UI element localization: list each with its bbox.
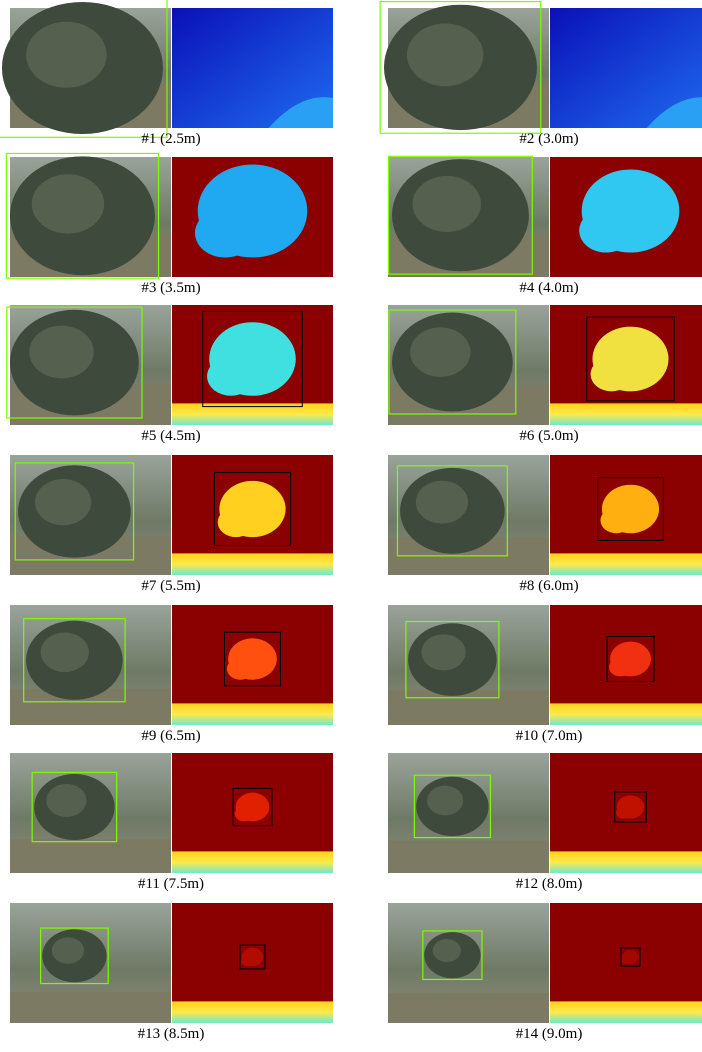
caption: #14 (9.0m) xyxy=(516,1026,583,1042)
depth-ground xyxy=(550,1001,702,1023)
tree-shade xyxy=(433,939,461,962)
caption: #4 (4.0m) xyxy=(519,280,578,296)
panel: #8 (6.0m) xyxy=(388,455,702,594)
caption: #13 (8.5m) xyxy=(138,1026,205,1042)
depth-blob xyxy=(622,957,631,964)
tree-shade xyxy=(41,632,89,672)
tree-shade xyxy=(29,326,93,379)
tree-shade xyxy=(26,22,107,88)
tree-shade xyxy=(35,479,91,525)
caption: #1 (2.5m) xyxy=(141,131,200,147)
depth-ground xyxy=(550,403,702,425)
depth-ground xyxy=(550,703,702,725)
panel: #6 (5.0m) xyxy=(388,305,702,444)
caption: #3 (3.5m) xyxy=(141,280,200,296)
depth-ground xyxy=(172,851,333,873)
depth-ground xyxy=(172,553,333,575)
panel: #4 (4.0m) xyxy=(388,156,702,296)
photo-ground xyxy=(388,690,549,725)
tree-shade xyxy=(410,327,470,377)
photo-ground xyxy=(388,993,549,1023)
figure: #1 (2.5m) #2 (3.0m) #3 (3.5m) #4 (4.0m) #5 (… xyxy=(0,0,702,1052)
photo-ground xyxy=(10,992,171,1023)
depth-blob xyxy=(218,507,254,537)
panel: #14 (9.0m) xyxy=(388,903,702,1042)
page: {"panels": [ {"caption": "#1 (2.5m)"}, {… xyxy=(0,0,702,1052)
panel: #2 (3.0m) xyxy=(380,2,702,147)
tree-shade xyxy=(421,634,465,670)
depth-blob xyxy=(241,956,253,966)
depth-ground xyxy=(550,851,702,873)
depth-blob xyxy=(601,508,632,534)
tree-shade xyxy=(416,481,468,524)
tree-shade xyxy=(52,937,84,963)
depth-blob xyxy=(227,658,254,680)
panel: #9 (6.5m) xyxy=(10,605,333,744)
depth-blob xyxy=(616,806,631,818)
caption: #6 (5.0m) xyxy=(519,428,578,444)
panel: #1 (2.5m) xyxy=(0,0,333,147)
caption: #10 (7.0m) xyxy=(516,728,583,744)
caption: #7 (5.5m) xyxy=(141,578,200,594)
caption: #8 (6.0m) xyxy=(519,578,578,594)
caption: #9 (6.5m) xyxy=(141,728,200,744)
panel: #11 (7.5m) xyxy=(10,753,333,892)
depth-ground xyxy=(172,1001,333,1023)
depth-blob xyxy=(591,357,633,391)
tree-shade xyxy=(32,174,104,233)
photo-ground xyxy=(388,841,549,873)
photo-ground xyxy=(10,839,171,873)
caption: #12 (8.0m) xyxy=(516,876,583,892)
panel: #12 (8.0m) xyxy=(388,753,702,892)
tree-shade xyxy=(427,786,463,816)
depth-ground xyxy=(172,703,333,725)
depth-blob xyxy=(195,208,255,257)
panel: #10 (7.0m) xyxy=(388,605,702,744)
depth-blob xyxy=(609,658,632,676)
panel: #7 (5.5m) xyxy=(10,455,333,594)
tree-shade xyxy=(46,784,86,817)
tree-shade xyxy=(413,176,481,232)
depth-blob xyxy=(207,357,255,396)
depth-ground xyxy=(550,553,702,575)
panel: #13 (8.5m) xyxy=(10,903,333,1042)
tree-shade xyxy=(407,24,483,87)
caption: #2 (3.0m) xyxy=(519,131,578,147)
depth-blob xyxy=(579,209,633,253)
depth-blob xyxy=(235,806,254,821)
caption: #5 (4.5m) xyxy=(141,428,200,444)
caption: #11 (7.5m) xyxy=(138,876,204,892)
panel: #3 (3.5m) xyxy=(6,153,333,296)
panel: #5 (4.5m) xyxy=(7,305,333,444)
